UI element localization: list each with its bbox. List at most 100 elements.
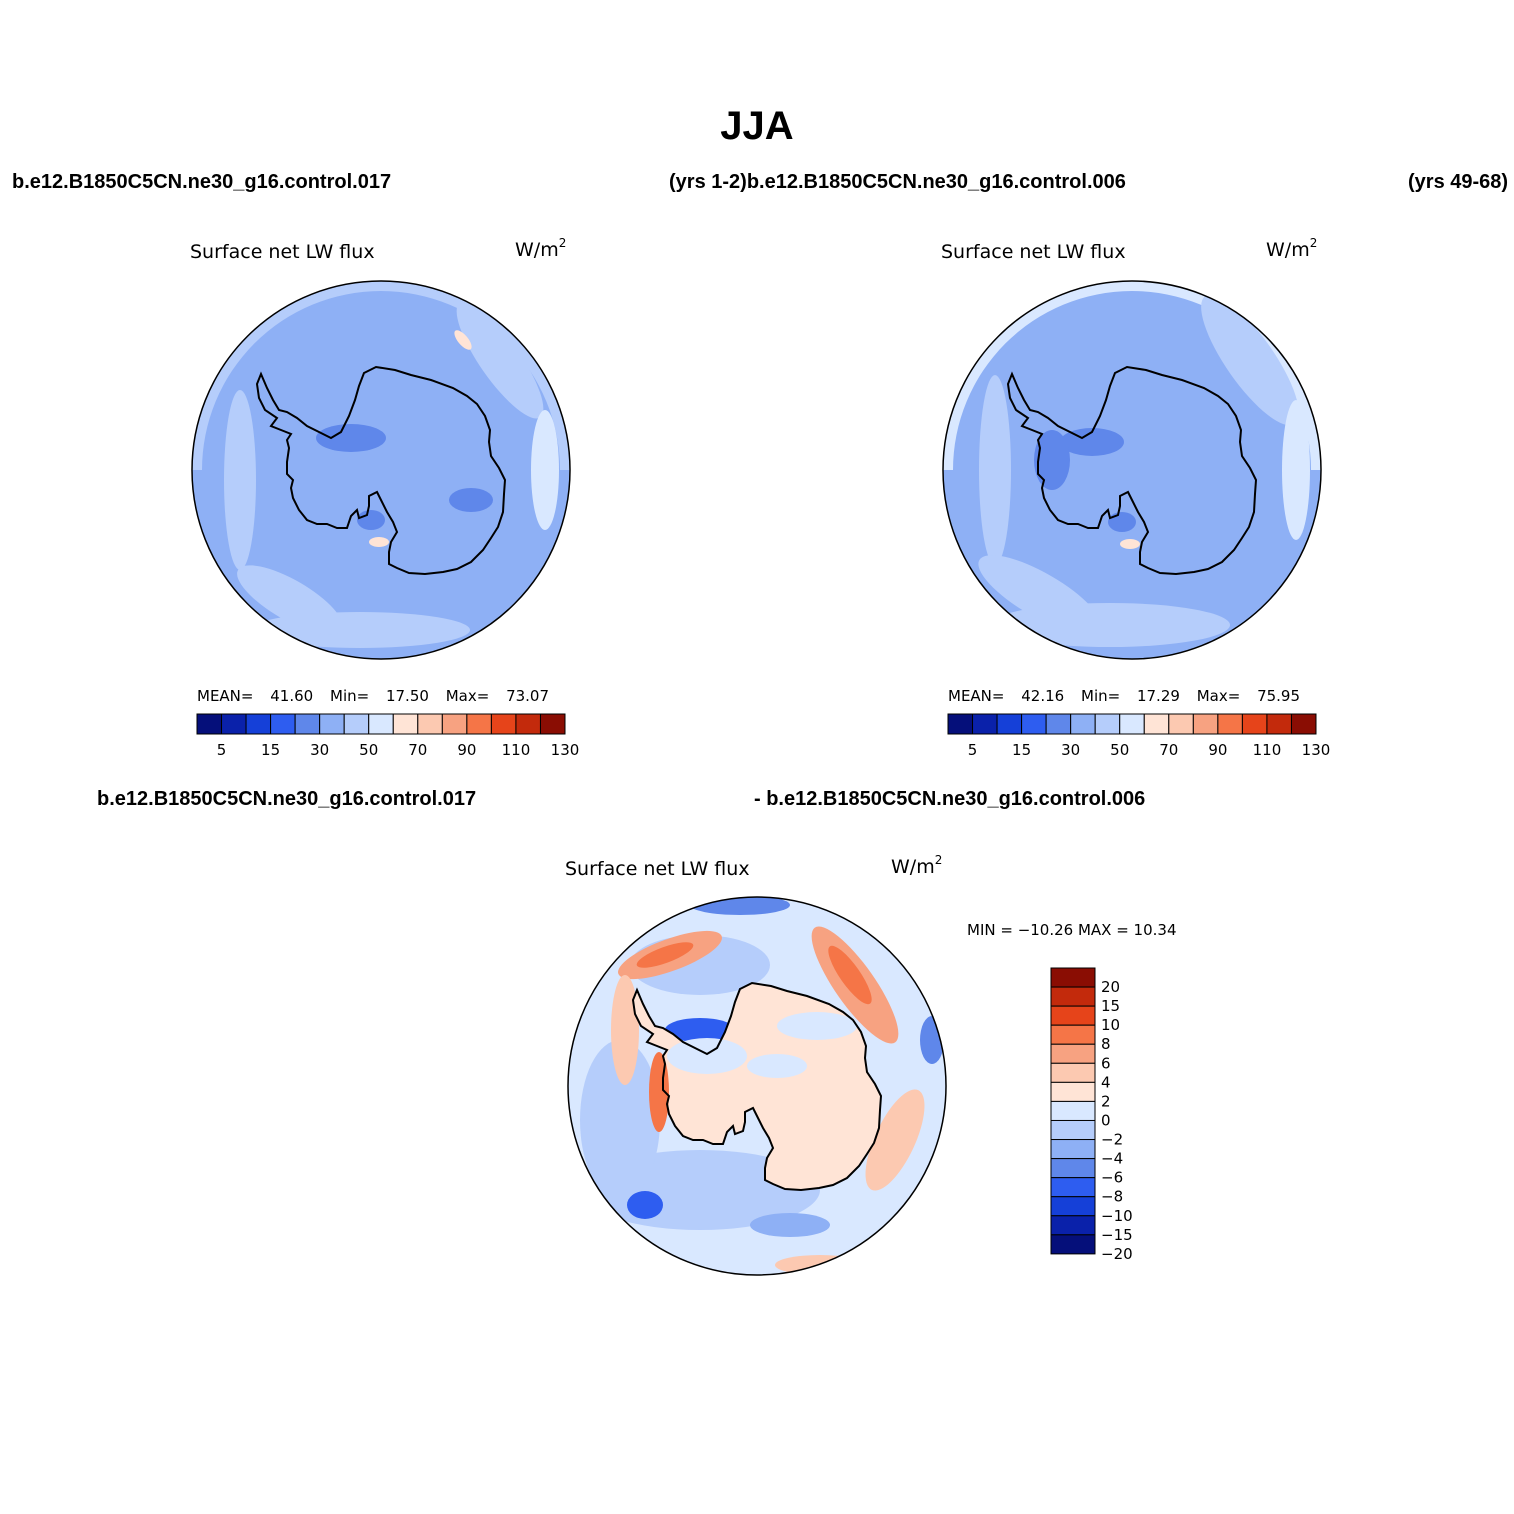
panel2-colorbar-swatch-1	[972, 713, 998, 735]
panel3-colorbar-tick-label: −8	[1101, 1188, 1123, 1206]
panel3-colorbar-tick-label: 15	[1101, 997, 1120, 1015]
panel3-colorbar-swatch-8	[1050, 1119, 1096, 1141]
panel2-mean-value: 42.16	[1021, 687, 1065, 705]
panel1-pale-band-west	[224, 390, 256, 570]
panel2-colorbar-swatch-11	[1217, 713, 1243, 735]
panel1-colorbar-swatch-7	[368, 713, 394, 735]
panel1-colorbar-swatch-5	[319, 713, 345, 735]
panel1-max-value: 73.07	[506, 687, 550, 705]
panel3-colorbar-tick-label: −4	[1101, 1150, 1123, 1168]
panel3-colorbar-swatch-4	[1050, 1043, 1096, 1064]
panel1-colorbar-swatch-9	[417, 713, 443, 735]
panel2-low-west	[1034, 430, 1070, 490]
panel1-low-plateau	[449, 488, 493, 512]
panel1-colorbar-swatch-10	[441, 713, 468, 735]
diff-case-right: - b.e12.B1850C5CN.ne30_g16.control.006	[754, 788, 1146, 810]
panel3-colorbar-tick-label: 0	[1101, 1111, 1111, 1129]
panel3-colorbar-swatch-6	[1050, 1081, 1096, 1102]
panel1-colorbar-tick-label: 130	[551, 741, 580, 759]
panel1-colorbar-swatch-4	[294, 713, 321, 735]
panel3-colorbar-swatch-7	[1050, 1100, 1096, 1121]
panel1-low-weddell	[357, 510, 385, 530]
panel2-pale-band-ne	[1201, 294, 1299, 426]
panel2-units: W/m2	[1266, 236, 1318, 261]
panel3-colorbar-swatch-9	[1050, 1139, 1096, 1160]
panel3-colorbar-swatch-3	[1050, 1024, 1096, 1045]
panel2-pale-band-west	[979, 375, 1011, 565]
panel2-colorbar-tick-label: 5	[968, 741, 978, 759]
panel3-colorbar-tick-label: 8	[1101, 1035, 1111, 1053]
panel1-colorbar-tick-label: 15	[261, 741, 280, 759]
panel3-colorbar-swatch-13	[1050, 1215, 1096, 1236]
years-label-right: (yrs 49-68)	[1408, 171, 1509, 193]
panel3-units: W/m2	[891, 853, 943, 878]
panel2-colorbar-tick-label: 130	[1302, 741, 1331, 759]
panel3-cool-interior-w	[667, 1038, 747, 1074]
panel1-warm-spot-ne	[454, 330, 472, 350]
panel2-colorbar-tick-label: 110	[1253, 741, 1282, 759]
panel2-colorbar-swatch-7	[1119, 713, 1145, 735]
panel1-colorbar-tick-label: 5	[217, 741, 227, 759]
panel3-colorbar-swatch-12	[1050, 1196, 1096, 1217]
panel3-warm-band-ne-core	[828, 945, 872, 1005]
panel3-colorbar-tick-label: −10	[1101, 1207, 1133, 1225]
panel3-cool-blob-ross	[665, 1018, 735, 1042]
panel3-colorbar-tick-label: 20	[1101, 978, 1120, 996]
panel2-max-value: 75.95	[1257, 687, 1301, 705]
panel2-colorbar-tick-label: 90	[1208, 741, 1227, 759]
panel1-colorbar-swatch-0	[196, 713, 223, 735]
panel1-units: W/m2	[515, 236, 567, 261]
page-title: JJA	[720, 104, 794, 148]
panel1-colorbar-swatch-3	[270, 713, 296, 735]
panel3-map-border	[567, 896, 947, 1276]
panel1-mean-value: 41.60	[270, 687, 314, 705]
panel2-pale-band-sw	[978, 555, 1102, 635]
panel2-title: Surface net LW flux	[941, 241, 1126, 263]
panel2-stats: MEAN= 42.16 Min= 17.29 Max= 75.95	[948, 687, 1300, 705]
panel2-colorbar-swatch-3	[1021, 713, 1047, 735]
panel2-colorbar-tick-label: 30	[1061, 741, 1080, 759]
panel3-warm-band-w	[611, 975, 639, 1085]
panel2-colorbar-swatch-12	[1241, 713, 1268, 735]
panel3-colorbar-swatch-5	[1050, 1062, 1096, 1083]
panel1-colorbar-tick-label: 70	[408, 741, 427, 759]
panel2-min-value: 17.29	[1136, 687, 1180, 705]
panel1-colorbar-tick-label: 30	[310, 741, 329, 759]
panel1-map-border	[191, 280, 571, 660]
panel1-colorbar-swatch-2	[245, 713, 272, 735]
panel3-cool-blob-s	[750, 1213, 830, 1237]
panel2-colorbar-swatch-10	[1192, 713, 1219, 735]
panel1-stats: MEAN= 41.60 Min= 17.50 Max= 73.07	[197, 687, 549, 705]
diff-case-left: b.e12.B1850C5CN.ne30_g16.control.017	[97, 788, 477, 810]
panel3-cool-ring-w	[580, 1040, 660, 1200]
panel1-mean-label: MEAN=	[197, 687, 254, 705]
panel3-warm-band-n-core	[636, 942, 694, 968]
panel1-pale-band-sw	[237, 565, 343, 635]
panel2-colorbar-swatch-4	[1045, 713, 1072, 735]
panel3-map	[567, 896, 947, 1276]
panel3-colorbar-tick-label: 2	[1101, 1092, 1111, 1110]
panel1-warm-peninsula	[369, 537, 389, 547]
panel1-colorbar-swatch-14	[539, 713, 566, 735]
panel3-warm-band-e	[865, 1089, 925, 1191]
panel3-colorbar-tick-label: 10	[1101, 1016, 1120, 1034]
panel3-colorbar-tick-label: −6	[1101, 1169, 1123, 1187]
panel1-colorbar-swatch-6	[343, 713, 370, 735]
panel3-colorbar-swatch-10	[1050, 1158, 1096, 1179]
panel3-cool-interior-n	[777, 1012, 857, 1040]
panel2-colorbar-tick-label: 15	[1012, 741, 1031, 759]
panel1-colorbar-tick-label: 110	[502, 741, 531, 759]
panel3-colorbar-swatch-11	[1050, 1177, 1096, 1198]
panel3-colorbar-swatch-1	[1050, 986, 1096, 1007]
panel3-colorbar-tick-label: 4	[1101, 1073, 1111, 1091]
panel1-colorbar-swatch-11	[466, 713, 492, 735]
panel3-colorbar-tick-label: −20	[1101, 1245, 1133, 1263]
panel1-colorbar-swatch-12	[490, 713, 517, 735]
panel2-warm-peninsula	[1120, 539, 1140, 549]
panel2-max-label: Max=	[1196, 687, 1241, 705]
panel2-map-border	[942, 280, 1322, 660]
case-name-middle: (yrs 1-2)b.e12.B1850C5CN.ne30_g16.contro…	[669, 171, 1126, 193]
panel2-colorbar-tick-label: 70	[1159, 741, 1178, 759]
